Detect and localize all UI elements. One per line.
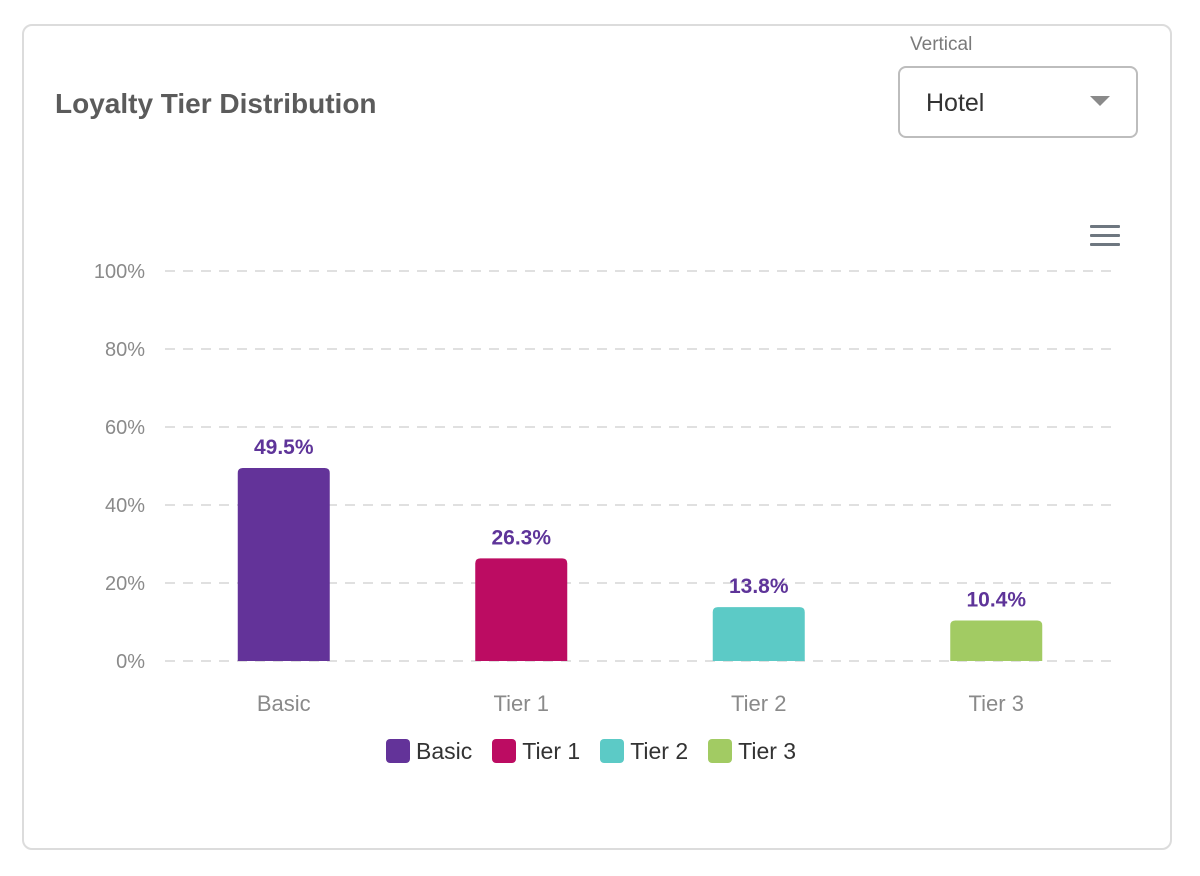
y-tick-label: 100%: [94, 261, 145, 283]
y-tick-label: 60%: [105, 417, 145, 439]
legend-label: Tier 1: [522, 738, 581, 764]
legend-label: Basic: [416, 738, 473, 764]
legend-swatch: [386, 739, 410, 763]
card-title: Loyalty Tier Distribution: [55, 88, 377, 119]
y-tick-label: 80%: [105, 339, 145, 361]
data-label: 13.8%: [729, 575, 789, 598]
vertical-select-value: Hotel: [926, 89, 985, 117]
y-tick-label: 0%: [116, 651, 145, 673]
x-tick-label: Basic: [257, 691, 311, 716]
legend-label: Tier 3: [738, 738, 797, 764]
bar-basic[interactable]: [237, 467, 330, 661]
x-tick-label: Tier 2: [731, 691, 786, 716]
hamburger-menu-icon[interactable]: [1088, 222, 1122, 252]
legend-item-basic[interactable]: Basic: [386, 738, 472, 764]
legend-swatch: [708, 739, 733, 763]
y-tick-label: 20%: [105, 573, 145, 595]
x-tick-label: Tier 1: [494, 691, 549, 716]
y-tick-label: 40%: [105, 495, 145, 517]
data-label: 10.4%: [966, 588, 1026, 611]
chart-card: [22, 24, 1172, 850]
chevron-down-icon: [1090, 96, 1110, 106]
bar-tier-3[interactable]: [950, 620, 1043, 661]
legend-swatch: [600, 739, 625, 763]
data-label: 49.5%: [254, 436, 314, 459]
legend-label: Tier 2: [630, 738, 689, 764]
vertical-select[interactable]: Vertical Hotel: [898, 34, 1138, 138]
chart-legend: Basic Tier 1 Tier 2 Tier 3: [386, 738, 796, 764]
legend-item-tier-1[interactable]: Tier 1: [492, 738, 580, 764]
legend-item-tier-2[interactable]: Tier 2: [600, 738, 688, 764]
bar-tier-1[interactable]: [475, 558, 568, 661]
x-tick-label: Tier 3: [969, 691, 1024, 716]
bar-tier-2[interactable]: [712, 607, 805, 661]
legend-swatch: [492, 739, 517, 763]
legend-item-tier-3[interactable]: Tier 3: [708, 738, 796, 764]
vertical-select-label: Vertical: [906, 34, 977, 56]
data-label: 26.3%: [491, 526, 551, 549]
